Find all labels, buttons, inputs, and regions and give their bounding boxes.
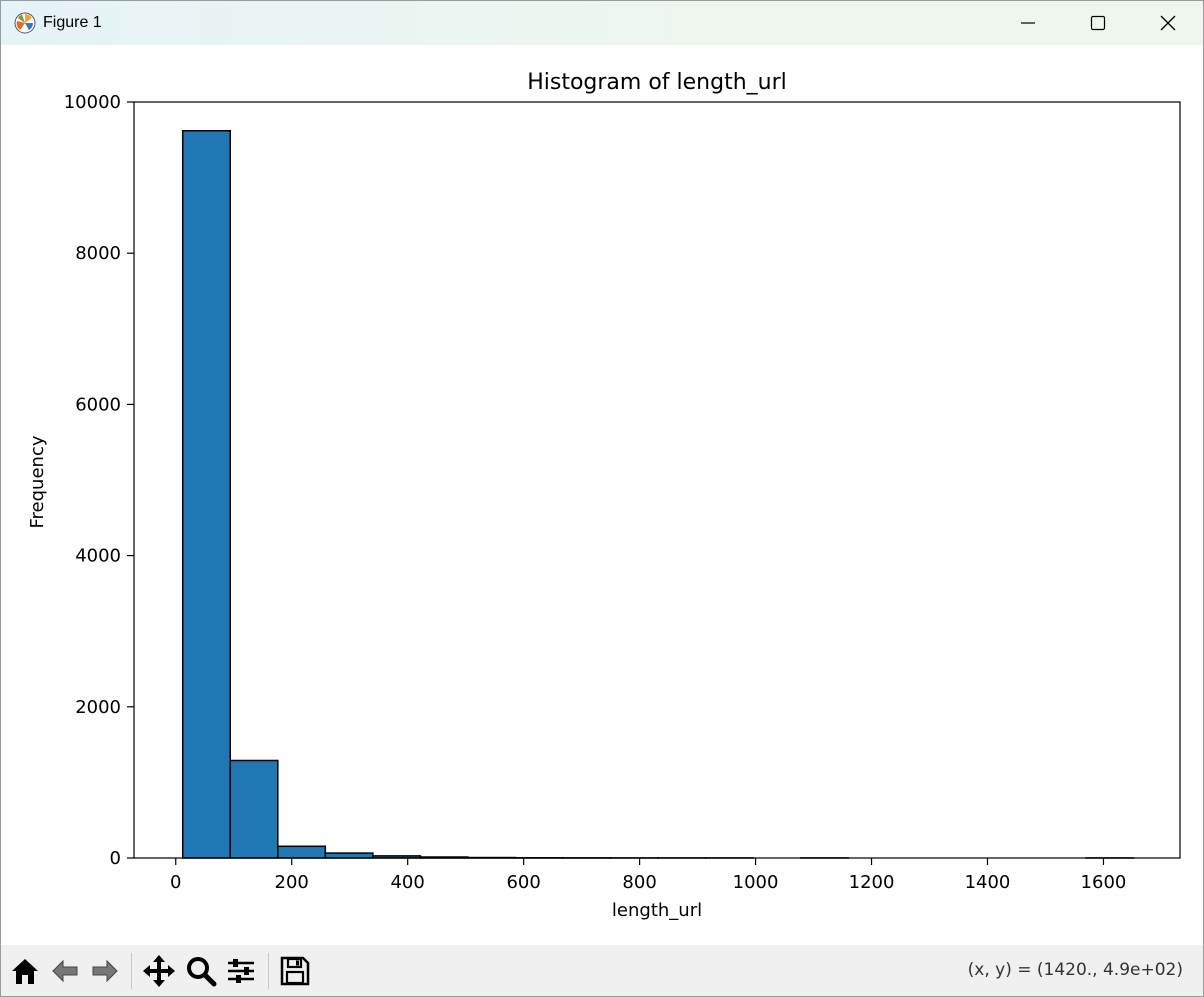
cursor-coordinates: (x, y) = (1420., 4.9e+02) [967, 960, 1183, 980]
save-icon [280, 956, 310, 986]
toolbar-separator [268, 953, 269, 989]
pan-icon [143, 955, 175, 987]
histogram-bar [277, 845, 327, 859]
toolbar-separator [131, 953, 132, 989]
window-title: Figure 1 [43, 14, 102, 31]
configure-subplots-icon [228, 959, 254, 983]
minimize-button[interactable] [993, 1, 1063, 45]
title-bar[interactable]: Figure 1 [1, 1, 1203, 45]
back-icon [52, 959, 78, 983]
histogram-bar [324, 852, 374, 859]
pan-button[interactable] [141, 953, 177, 989]
y-tick-label: 10000 [64, 92, 121, 113]
y-tick-label: 0 [110, 848, 121, 869]
y-tick-label: 6000 [75, 394, 121, 415]
y-axis-label: Frequency [27, 435, 48, 528]
y-tick-label: 8000 [75, 243, 121, 264]
home-icon [12, 959, 38, 984]
histogram-bars [181, 129, 1135, 859]
histogram-bar [181, 129, 232, 859]
x-tick-label: 1600 [1081, 872, 1127, 893]
save-button[interactable] [277, 953, 313, 989]
x-tick-label: 1000 [733, 872, 779, 893]
histogram-chart: Histogram of length_url 0 200 400 600 800 100… [27, 70, 1181, 921]
chart-title: Histogram of length_url [527, 70, 787, 95]
histogram-bar [229, 759, 279, 859]
x-tick-label: 1400 [965, 872, 1011, 893]
maximize-button[interactable] [1063, 1, 1133, 45]
minimize-icon [1021, 22, 1035, 24]
y-tick-label: 2000 [75, 697, 121, 718]
navigation-toolbar: (x, y) = (1420., 4.9e+02) [1, 945, 1203, 996]
zoom-button[interactable] [183, 953, 219, 989]
x-axis-label: length_url [612, 900, 702, 921]
matplotlib-logo-icon [14, 12, 36, 34]
figure-canvas[interactable]: Histogram of length_url 0 200 400 600 800 100… [1, 45, 1203, 945]
zoom-icon [187, 957, 217, 987]
x-tick-label: 800 [622, 872, 656, 893]
forward-icon [92, 959, 118, 983]
maximize-icon [1090, 15, 1106, 31]
x-axis-ticks: 0 200 400 600 800 1000 1200 1400 1600 [170, 858, 1126, 893]
x-tick-label: 0 [170, 872, 181, 893]
close-icon [1160, 15, 1176, 31]
y-tick-label: 4000 [75, 546, 121, 567]
axes-frame [133, 101, 1181, 859]
x-tick-label: 1200 [849, 872, 895, 893]
configure-subplots-button[interactable] [223, 953, 259, 989]
x-tick-label: 400 [390, 872, 424, 893]
x-tick-label: 600 [506, 872, 540, 893]
back-button[interactable] [47, 953, 83, 989]
forward-button[interactable] [87, 953, 123, 989]
x-tick-label: 200 [275, 872, 309, 893]
home-button[interactable] [7, 953, 43, 989]
close-button[interactable] [1133, 1, 1203, 45]
y-axis-ticks: 0 2000 4000 6000 8000 10000 [64, 92, 134, 869]
